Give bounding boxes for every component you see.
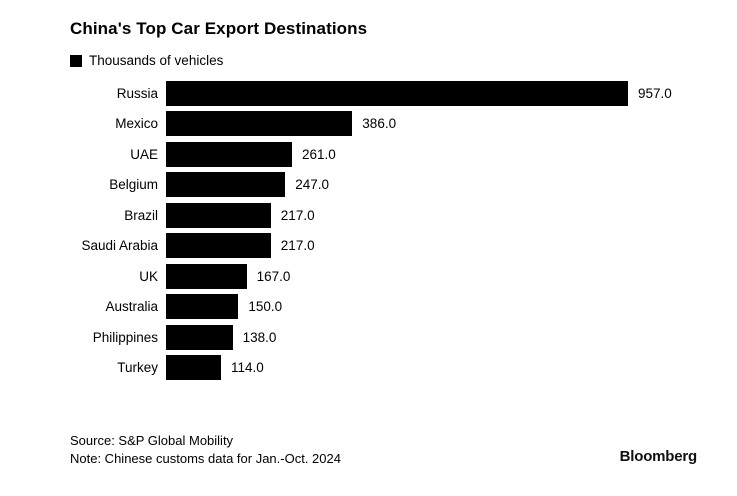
category-label: UAE (130, 146, 158, 162)
note-text: Note: Chinese customs data for Jan.-Oct.… (70, 450, 341, 466)
category-label: Saudi Arabia (81, 238, 158, 254)
bar-area: 217.0 (166, 202, 710, 228)
category-label: Philippines (92, 329, 158, 345)
bar-row: Philippines 138.0 (70, 322, 710, 353)
value-label: 217.0 (280, 238, 315, 254)
bar-row: UK 167.0 (70, 261, 710, 292)
legend: Thousands of vehicles (70, 53, 223, 68)
bloomberg-logo: Bloomberg (619, 448, 698, 465)
bar-area: 957.0 (166, 80, 710, 106)
bar (166, 294, 239, 320)
bar-row: Mexico 386.0 (70, 109, 710, 140)
bar (166, 355, 221, 381)
bar-row: Russia 957.0 (70, 78, 710, 109)
category-label: Mexico (115, 116, 158, 132)
bar-area: 261.0 (166, 141, 710, 167)
footer: Source: S&P Global Mobility Note: Chines… (70, 432, 341, 467)
chart-title: China's Top Car Export Destinations (70, 19, 368, 38)
bar (166, 111, 353, 137)
value-label: 386.0 (362, 116, 397, 132)
bar (166, 263, 247, 289)
value-label: 150.0 (248, 299, 283, 315)
bar-area: 138.0 (166, 324, 710, 350)
bar (166, 324, 233, 350)
source-text: Source: S&P Global Mobility (70, 433, 234, 448)
bar-area: 114.0 (166, 355, 710, 381)
category-label: Brazil (124, 207, 158, 223)
bar-row: Australia 150.0 (70, 292, 710, 323)
value-label: 957.0 (638, 85, 672, 101)
bar (166, 233, 271, 259)
category-label: Belgium (109, 177, 158, 193)
legend-swatch-icon (70, 54, 82, 67)
bar-area: 167.0 (166, 263, 710, 289)
bar-row: UAE 261.0 (70, 139, 710, 170)
value-label: 167.0 (256, 268, 291, 284)
bar-area: 247.0 (166, 172, 710, 198)
value-label: 247.0 (295, 177, 329, 193)
bar (166, 202, 271, 228)
bar-area: 386.0 (166, 111, 710, 137)
bar-row: Saudi Arabia 217.0 (70, 231, 710, 262)
bar (166, 141, 292, 167)
bar-row: Turkey 114.0 (70, 353, 710, 384)
bar-row: Brazil 217.0 (70, 200, 710, 231)
bar-row: Belgium 247.0 (70, 170, 710, 201)
value-label: 261.0 (302, 146, 336, 162)
category-label: Australia (105, 299, 158, 315)
bar-area: 150.0 (166, 294, 710, 320)
legend-label: Thousands of vehicles (89, 53, 224, 68)
bar (166, 80, 628, 106)
bar-area: 217.0 (166, 233, 710, 259)
bar (166, 172, 286, 198)
category-label: Turkey (117, 360, 158, 376)
chart-rows: Russia 957.0 Mexico 386.0 UAE 261.0 Belgium 247… (70, 78, 710, 383)
category-label: UK (139, 268, 158, 284)
value-label: 217.0 (280, 207, 315, 223)
value-label: 114.0 (231, 360, 264, 376)
category-label: Russia (116, 85, 158, 101)
value-label: 138.0 (242, 329, 277, 345)
